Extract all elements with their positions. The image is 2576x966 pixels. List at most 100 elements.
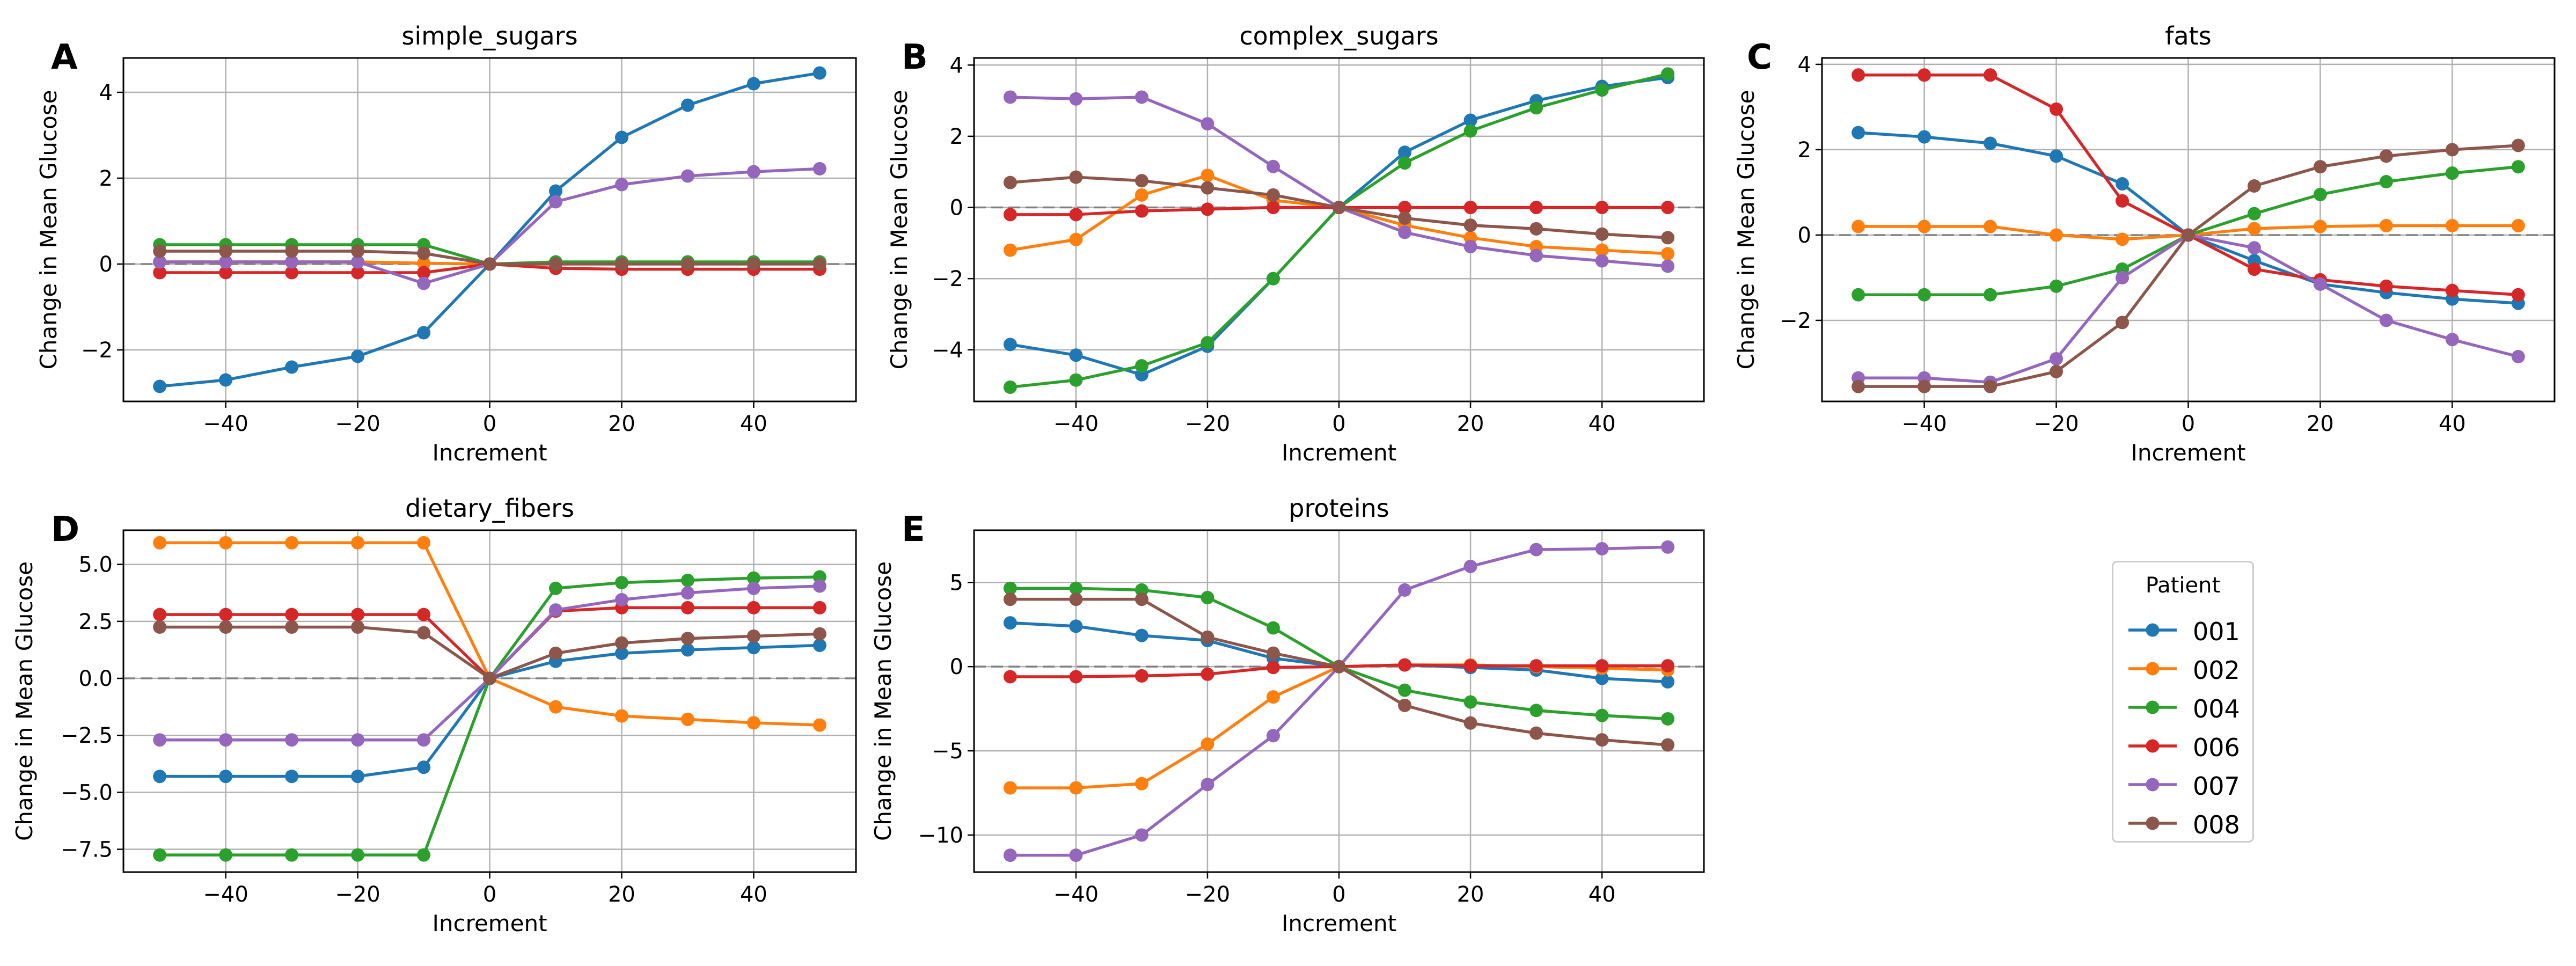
y-axis-label: Change in Mean Glucose [1733, 90, 1759, 370]
data-point-007 [548, 603, 562, 617]
data-point-008 [2511, 138, 2525, 152]
data-point-007 [813, 579, 826, 593]
data-point-006 [1595, 659, 1609, 673]
data-point-004 [680, 573, 694, 587]
y-tick-label: −7.5 [61, 838, 113, 862]
data-point-006 [1661, 659, 1675, 673]
data-point-006 [747, 601, 760, 614]
data-point-008 [1595, 227, 1609, 241]
data-point-004 [1266, 621, 1280, 635]
data-point-002 [2247, 222, 2261, 236]
data-point-007 [1398, 225, 1412, 239]
data-point-001 [153, 379, 167, 393]
data-point-007 [2116, 270, 2129, 284]
data-point-007 [548, 195, 562, 209]
data-point-008 [1463, 218, 1477, 232]
x-tick-label: 40 [2439, 412, 2466, 436]
data-point-007 [1529, 248, 1543, 262]
data-point-002 [1661, 247, 1675, 261]
data-point-004 [1595, 708, 1609, 722]
panel-title: simple_sugars [401, 21, 577, 50]
panel-title: dietary_fibers [405, 494, 574, 523]
data-point-004 [2511, 160, 2525, 174]
data-point-002 [680, 712, 694, 726]
data-point-008 [219, 620, 233, 634]
data-point-001 [1003, 338, 1017, 352]
panel-title: fats [2165, 21, 2211, 50]
data-point-002 [1984, 219, 1997, 233]
data-point-001 [1003, 616, 1017, 630]
data-point-006 [1266, 201, 1280, 215]
x-tick-label: −20 [1185, 882, 1230, 907]
data-point-004 [1398, 683, 1412, 697]
legend-item-002: 002 [2123, 654, 2252, 686]
data-point-002 [285, 536, 299, 550]
y-tick-label: 0 [1798, 223, 1811, 248]
data-point-001 [417, 760, 431, 774]
x-tick-label: −20 [335, 412, 380, 436]
data-point-006 [1003, 208, 1017, 222]
data-point-001 [680, 643, 694, 657]
data-point-008 [1332, 660, 1346, 674]
data-point-006 [2050, 102, 2063, 116]
data-point-004 [1661, 67, 1675, 81]
data-point-006 [1398, 201, 1412, 215]
data-point-004 [1003, 581, 1017, 595]
data-point-004 [2445, 166, 2459, 180]
data-point-004 [351, 848, 365, 862]
legend-swatch [2128, 662, 2177, 676]
data-point-007 [351, 733, 365, 747]
data-point-002 [2116, 232, 2129, 246]
x-tick-label: 0 [1332, 882, 1345, 907]
data-point-008 [1069, 592, 1083, 606]
y-tick-label: 4 [1798, 53, 1811, 77]
data-point-006 [1595, 201, 1609, 215]
data-point-008 [680, 257, 694, 271]
data-point-008 [417, 626, 431, 640]
data-point-008 [1135, 592, 1148, 606]
data-point-004 [1984, 288, 1997, 302]
data-point-004 [1595, 83, 1609, 97]
data-point-008 [2247, 179, 2261, 193]
data-point-008 [1266, 646, 1280, 660]
legend-swatch [2128, 816, 2177, 830]
data-point-007 [1201, 778, 1214, 792]
panel-label: B [902, 38, 928, 77]
data-point-006 [153, 608, 167, 621]
y-tick-label: −5 [932, 739, 963, 764]
data-point-006 [2247, 262, 2261, 276]
data-point-008 [2182, 228, 2195, 242]
data-point-007 [747, 165, 760, 179]
x-tick-label: 0 [2182, 412, 2195, 436]
data-point-001 [153, 770, 167, 784]
x-tick-label: 0 [483, 412, 496, 436]
data-point-006 [285, 608, 299, 621]
x-tick-label: 20 [608, 882, 635, 907]
data-point-006 [1069, 670, 1083, 684]
x-tick-label: −40 [203, 882, 248, 907]
legend-label: 006 [2193, 733, 2240, 762]
x-tick-label: −40 [1053, 412, 1099, 436]
data-point-001 [614, 130, 628, 144]
legend-item-006: 006 [2123, 731, 2252, 763]
panel-label: A [51, 38, 78, 77]
data-point-002 [1595, 243, 1609, 257]
data-point-002 [1135, 777, 1148, 791]
data-point-001 [351, 770, 365, 784]
y-axis-label: Change in Mean Glucose [11, 561, 38, 841]
data-point-008 [1529, 726, 1543, 740]
series-008 [1003, 592, 1675, 752]
data-point-007 [680, 586, 694, 600]
y-axis-label: Change in Mean Glucose [870, 561, 896, 841]
data-point-007 [1661, 259, 1675, 273]
data-point-002 [1069, 232, 1083, 246]
data-point-008 [1266, 188, 1280, 202]
legend-title: Patient [2145, 573, 2221, 598]
data-point-008 [1918, 379, 1931, 393]
y-axis-label: Change in Mean Glucose [886, 90, 912, 370]
y-tick-label: 0.0 [78, 667, 113, 691]
data-point-001 [1398, 145, 1412, 159]
y-tick-label: −2 [932, 267, 963, 291]
panel-label: E [902, 510, 925, 550]
